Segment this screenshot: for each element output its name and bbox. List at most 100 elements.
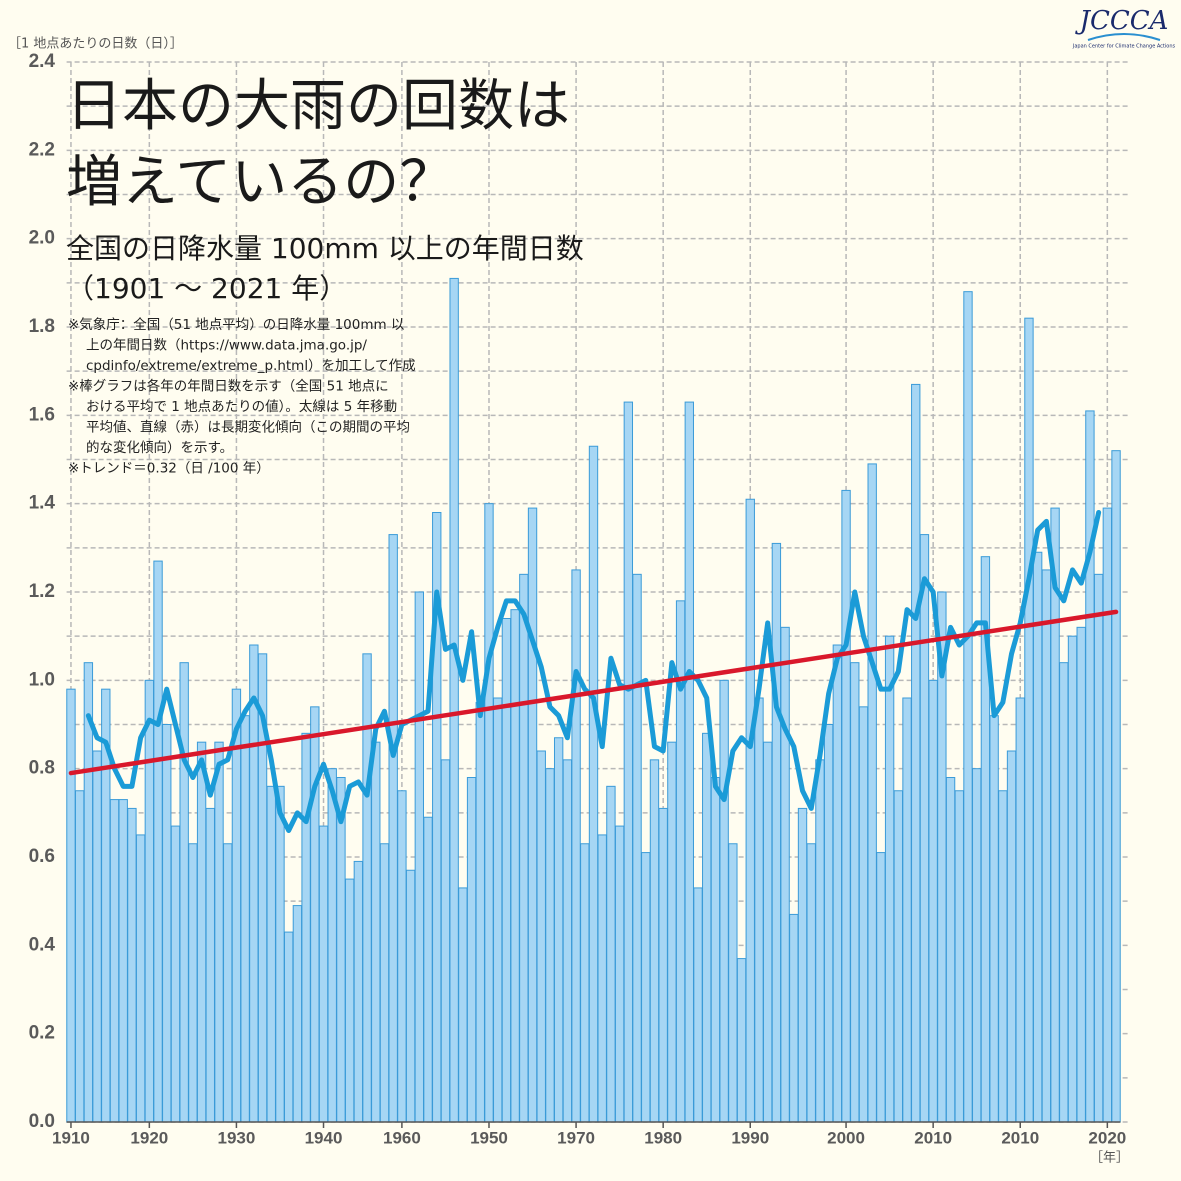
- bar: [1006, 750, 1017, 1123]
- bar: [458, 887, 468, 1123]
- bar: [466, 777, 477, 1123]
- bar: [562, 759, 573, 1123]
- bar: [771, 542, 782, 1123]
- x-tick-label: 2020: [1088, 1128, 1126, 1147]
- y-tick-label: 0.8: [29, 758, 55, 779]
- bar: [475, 701, 485, 1123]
- bar: [170, 825, 181, 1123]
- bar: [667, 741, 677, 1123]
- x-tick-label: 2000: [827, 1128, 865, 1147]
- bar: [928, 679, 938, 1123]
- bar: [972, 768, 982, 1123]
- bar: [1041, 569, 1052, 1123]
- bar: [623, 401, 634, 1123]
- bar: [815, 759, 825, 1123]
- bar: [684, 401, 694, 1123]
- bar: [344, 878, 355, 1123]
- x-tick-label: 2010: [1001, 1128, 1039, 1147]
- bar: [397, 790, 407, 1123]
- bar: [231, 688, 242, 1123]
- bar: [588, 445, 599, 1123]
- bar: [571, 569, 581, 1123]
- bar: [998, 790, 1008, 1123]
- chart-title: 日本の大雨の回数は: [66, 74, 570, 139]
- x-tick-label: 1920: [130, 1128, 168, 1147]
- y-tick-label: 1.8: [29, 316, 55, 337]
- x-tick-label: 2010: [914, 1128, 952, 1147]
- bar: [945, 777, 956, 1123]
- bar: [1015, 697, 1025, 1123]
- bar: [493, 697, 503, 1123]
- bar: [414, 591, 424, 1123]
- bar: [301, 732, 311, 1123]
- chart-title: 増えているの？: [66, 150, 455, 215]
- x-tick-label: 1960: [383, 1128, 421, 1147]
- bar: [1059, 662, 1069, 1123]
- note: ※トレンド＝0.32（日 /100 年）: [68, 461, 270, 477]
- bar: [893, 790, 903, 1123]
- bar: [223, 843, 233, 1123]
- bar: [876, 852, 886, 1123]
- bar: [519, 573, 529, 1123]
- bar: [658, 807, 668, 1123]
- bar: [318, 825, 329, 1123]
- y-tick-label: 1.6: [29, 404, 55, 425]
- bar: [388, 534, 398, 1123]
- bar: [66, 688, 76, 1123]
- logo-sub: Japan Center for Climate Change Actions: [1072, 44, 1176, 50]
- y-tick-label: 2.4: [29, 51, 56, 72]
- bar: [649, 759, 660, 1123]
- note: おける平均で 1 地点あたりの値）。太線は 5 年移動: [86, 399, 397, 415]
- bar: [858, 706, 869, 1123]
- x-tick-label: 1970: [557, 1128, 595, 1147]
- bar: [536, 750, 546, 1123]
- bar: [719, 679, 729, 1123]
- bar: [179, 662, 189, 1123]
- logo-arc: [1087, 33, 1161, 41]
- note: ※棒グラフは各年の年間日数を示す（全国 51 地点に: [68, 378, 389, 395]
- trend-line: [68, 609, 1119, 776]
- bar: [423, 816, 433, 1123]
- bar: [144, 679, 155, 1123]
- bar: [379, 843, 390, 1123]
- bar: [205, 807, 215, 1123]
- chart-subtitle: 全国の日降水量 100mm 以上の年間日数: [66, 232, 584, 265]
- bar: [745, 498, 755, 1123]
- bar: [702, 732, 712, 1123]
- y-tick-label: 1.4: [29, 493, 56, 514]
- y-tick-label: 0.0: [29, 1111, 55, 1132]
- bar: [1102, 507, 1113, 1123]
- bar: [545, 768, 555, 1123]
- bar: [806, 843, 816, 1123]
- bar: [162, 724, 172, 1123]
- bar: [763, 741, 773, 1123]
- y-tick-label: 1.0: [29, 669, 55, 690]
- bar: [553, 737, 564, 1123]
- bar: [83, 662, 94, 1123]
- bar: [118, 799, 128, 1123]
- y-tick-label: 0.4: [29, 934, 56, 955]
- bar: [353, 860, 364, 1123]
- bar: [153, 560, 163, 1123]
- bar: [1111, 450, 1121, 1123]
- bar: [963, 291, 973, 1123]
- x-tick-label: 1990: [731, 1128, 769, 1147]
- logo: JCCCA: [1075, 6, 1169, 36]
- y-tick-label: 2.2: [29, 139, 55, 160]
- y-tick-label: 2.0: [29, 228, 55, 249]
- bar: [1076, 626, 1086, 1123]
- bar: [911, 383, 921, 1123]
- bar: [196, 741, 207, 1123]
- bar: [919, 534, 930, 1123]
- moving-average-line: [85, 510, 1102, 833]
- bar: [789, 913, 799, 1123]
- bar: [989, 715, 999, 1123]
- bar: [614, 825, 625, 1123]
- bar: [310, 706, 320, 1123]
- bar: [249, 644, 259, 1123]
- bar: [693, 887, 703, 1123]
- x-tick-label: 1940: [305, 1128, 343, 1147]
- x-tick-label: 1910: [52, 1128, 90, 1147]
- x-axis-label: ［年］: [1090, 1151, 1129, 1166]
